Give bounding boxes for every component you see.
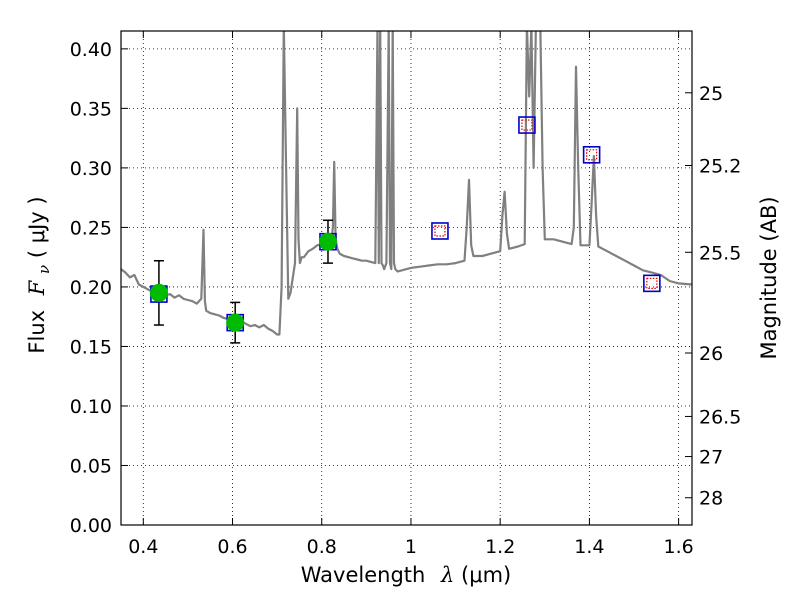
y-tick-label: 0.20 — [70, 277, 112, 299]
predicted-point — [521, 119, 533, 131]
y-tick-label: 0.00 — [70, 515, 112, 537]
plot-frame — [120, 30, 693, 526]
y-tick-label: 0.05 — [70, 455, 112, 477]
predicted-point — [434, 225, 446, 237]
x-tick-label: 0.4 — [128, 536, 158, 558]
x-axis-title: Wavelength λ (μm) — [301, 563, 511, 587]
y-tick-label: 0.25 — [70, 217, 112, 239]
y2-tick-label: 26.5 — [699, 406, 741, 428]
y2-axis-title: Magnitude (AB) — [757, 196, 781, 359]
y-axis-title-symbol: F — [25, 279, 49, 296]
model-point — [518, 116, 536, 134]
y-tick-label: 0.30 — [70, 158, 112, 180]
observed-point — [149, 283, 168, 302]
x-axis-title-symbol: λ — [440, 563, 454, 587]
observed-point — [226, 313, 245, 332]
x-tick-label: 1.2 — [485, 536, 515, 558]
x-tick-label: 1 — [405, 536, 417, 558]
series-layer — [121, 31, 692, 344]
predicted-point — [646, 277, 658, 289]
y2-tick-label: 25.5 — [699, 242, 741, 264]
y-tick-label: 0.35 — [70, 98, 112, 120]
y-tick-label: 0.10 — [70, 396, 112, 418]
y2-tick-label: 25.2 — [699, 156, 741, 178]
model-point — [431, 222, 449, 240]
model-point — [643, 274, 661, 293]
y-axis-title-text: Flux — [25, 310, 49, 354]
x-tick-label: 1.6 — [664, 536, 694, 558]
x-axis-title-unit: (μm) — [461, 563, 511, 587]
ticks — [121, 31, 692, 526]
y2-tick-label: 28 — [699, 488, 723, 510]
predicted-point — [586, 149, 598, 161]
y-tick-label: 0.15 — [70, 336, 112, 358]
y-axis-title-subscript: ν — [35, 265, 53, 274]
y2-tick-label: 26 — [699, 343, 723, 365]
x-tick-label: 1.4 — [574, 536, 604, 558]
y-tick-label: 0.40 — [70, 39, 112, 61]
x-tick-label: 0.8 — [307, 536, 337, 558]
tick-labels: 0.4 0.6 0.8 1 1.2 1.4 1.6 0.00 0.05 0.10 0.15 0.20 0… — [70, 39, 742, 558]
y2-tick-label: 27 — [699, 447, 723, 469]
y-axis-title-unit: ( μJy ) — [25, 196, 49, 258]
model-point — [582, 145, 601, 164]
y-axis-title: Flux F ν ( μJy ) — [25, 196, 54, 353]
observed-point — [318, 232, 337, 251]
y2-tick-label: 25 — [699, 83, 723, 105]
spectrum-line — [121, 31, 692, 336]
x-tick-label: 0.6 — [217, 536, 247, 558]
x-axis-title-text: Wavelength — [301, 563, 426, 587]
